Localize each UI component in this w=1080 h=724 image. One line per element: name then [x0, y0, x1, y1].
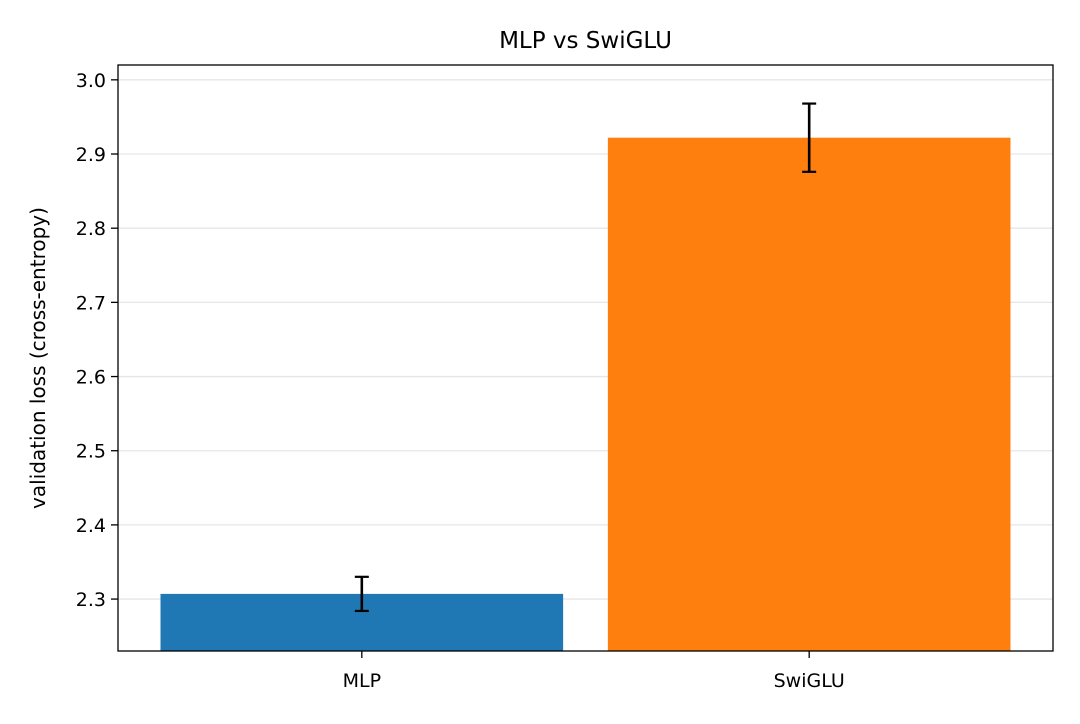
- y-tick-label: 2.9: [76, 144, 106, 166]
- error-bars: [354, 102, 817, 613]
- y-tick-label: 2.7: [76, 292, 106, 314]
- y-tick-label: 2.8: [76, 218, 106, 240]
- x-tick-label: MLP: [343, 670, 381, 692]
- chart-title: MLP vs SwiGLU: [499, 28, 672, 54]
- axes-frame: [117, 64, 1054, 652]
- bar-swiglu: [607, 137, 1011, 651]
- y-axis-ticks: 2.3 2.4 2.5 2.6 2.7 2.8 2.9 3.0: [76, 70, 118, 611]
- y-tick-label: 2.3: [76, 589, 106, 611]
- y-axis-label: validation loss (cross-entropy): [26, 207, 50, 509]
- x-axis-ticks: MLP SwiGLU: [343, 651, 845, 692]
- x-tick-label: SwiGLU: [774, 670, 845, 692]
- y-tick-label: 2.4: [76, 515, 106, 537]
- y-tick-label: 2.6: [76, 367, 106, 389]
- bars: [160, 137, 1011, 651]
- y-tick-label: 3.0: [76, 70, 106, 92]
- y-tick-label: 2.5: [76, 441, 106, 463]
